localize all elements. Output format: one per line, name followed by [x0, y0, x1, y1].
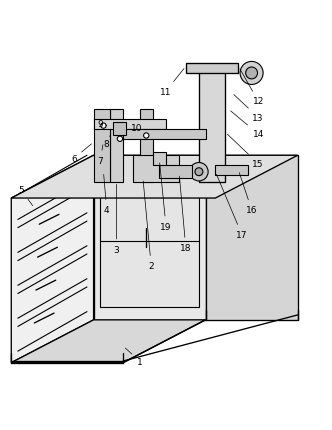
Polygon shape: [199, 67, 225, 182]
Text: 17: 17: [216, 175, 247, 239]
Polygon shape: [11, 156, 298, 199]
Polygon shape: [186, 64, 238, 74]
Polygon shape: [123, 129, 206, 139]
Polygon shape: [94, 120, 166, 129]
Text: 5: 5: [18, 186, 33, 206]
Circle shape: [101, 124, 106, 129]
Text: 9: 9: [97, 120, 107, 129]
Polygon shape: [133, 156, 179, 182]
Text: 11: 11: [160, 69, 184, 96]
Text: 15: 15: [227, 135, 264, 169]
Polygon shape: [153, 153, 166, 166]
Polygon shape: [113, 123, 126, 136]
Polygon shape: [94, 156, 206, 320]
Circle shape: [144, 134, 149, 139]
Polygon shape: [215, 166, 248, 175]
Text: 14: 14: [231, 112, 264, 139]
Polygon shape: [11, 156, 94, 363]
Polygon shape: [11, 320, 206, 363]
Text: 13: 13: [234, 95, 264, 123]
Text: 1: 1: [125, 348, 142, 366]
Circle shape: [246, 68, 258, 80]
Polygon shape: [110, 110, 123, 182]
Polygon shape: [140, 110, 153, 182]
Text: 8: 8: [104, 136, 110, 149]
Polygon shape: [159, 166, 192, 179]
Text: 2: 2: [143, 181, 154, 270]
Text: 6: 6: [71, 144, 91, 164]
Circle shape: [195, 169, 203, 176]
Text: 7: 7: [97, 145, 103, 165]
Text: 16: 16: [239, 173, 257, 215]
Polygon shape: [94, 110, 110, 182]
Text: 3: 3: [114, 185, 120, 254]
Text: 10: 10: [130, 123, 142, 132]
Text: 19: 19: [160, 163, 172, 231]
Polygon shape: [107, 163, 199, 182]
Polygon shape: [100, 166, 199, 307]
Polygon shape: [107, 182, 199, 189]
Text: 4: 4: [104, 175, 110, 215]
Text: 18: 18: [179, 177, 192, 252]
Circle shape: [240, 62, 263, 85]
Polygon shape: [206, 156, 298, 320]
Circle shape: [117, 137, 123, 142]
Text: 12: 12: [240, 70, 264, 106]
Circle shape: [190, 163, 208, 181]
